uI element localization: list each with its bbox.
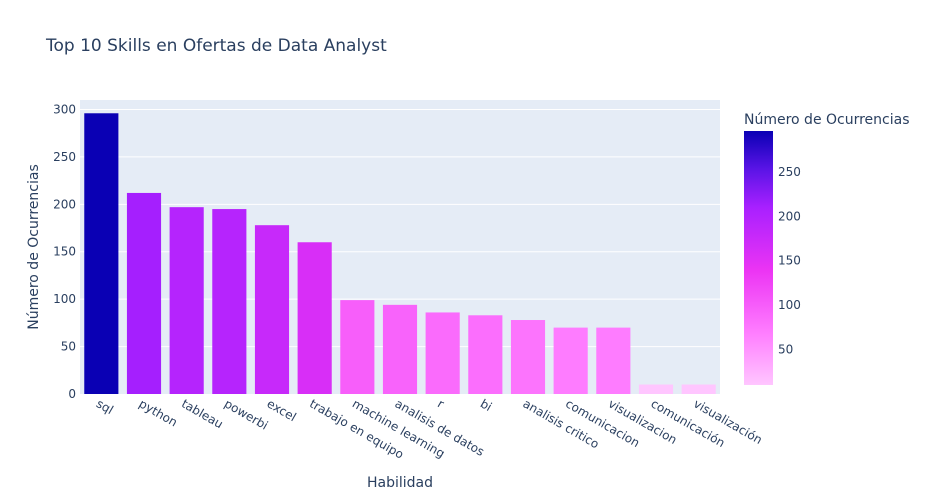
y-tick-label: 250: [53, 150, 76, 164]
y-tick-label: 50: [61, 340, 76, 354]
bar: [596, 327, 631, 394]
x-tick-label: sql: [94, 396, 116, 417]
x-tick-label: python: [137, 396, 180, 429]
colorbar-tick-label: 150: [778, 254, 801, 268]
bar: [638, 384, 674, 394]
bar: [297, 242, 332, 394]
y-tick-label: 0: [68, 387, 76, 401]
colorbar-tick-label: 50: [778, 342, 793, 356]
y-axis-title: Número de Ocurrencias: [26, 164, 42, 330]
x-tick-label: r: [435, 396, 446, 411]
bar: [681, 384, 716, 394]
bar: [212, 209, 247, 394]
x-tick-label: analisis critico: [521, 396, 602, 451]
colorbar-tick-label: 250: [778, 165, 801, 179]
y-tick-label: 300: [53, 102, 76, 116]
bar: [254, 225, 290, 394]
bar: [340, 300, 375, 394]
colorbar: [744, 131, 773, 385]
bar: [425, 312, 460, 394]
x-tick-label: tableau: [179, 396, 225, 431]
x-axis-title: Habilidad: [367, 475, 433, 491]
bar: [553, 327, 588, 394]
colorbar-tick-labels: 50 100 150 200 250: [778, 165, 801, 357]
bar: [510, 320, 546, 394]
chart-title: Top 10 Skills en Ofertas de Data Analyst: [45, 36, 387, 56]
y-tick-labels: 0 50 100 150 200 250 300: [53, 102, 76, 401]
y-tick-label: 150: [53, 245, 76, 259]
y-tick-label: 200: [53, 197, 76, 211]
bar: [84, 113, 119, 395]
bar: [468, 315, 503, 394]
bars: [84, 113, 716, 395]
colorbar-tick-label: 200: [778, 209, 801, 223]
x-tick-label: powerbi: [222, 396, 271, 432]
x-tick-label: bi: [478, 396, 494, 414]
colorbar-tick-label: 100: [778, 298, 801, 312]
bar: [382, 304, 418, 394]
bar: [126, 192, 162, 394]
colorbar-title: Número de Ocurrencias: [744, 112, 910, 128]
bar: [169, 207, 204, 394]
y-tick-label: 100: [53, 292, 76, 306]
